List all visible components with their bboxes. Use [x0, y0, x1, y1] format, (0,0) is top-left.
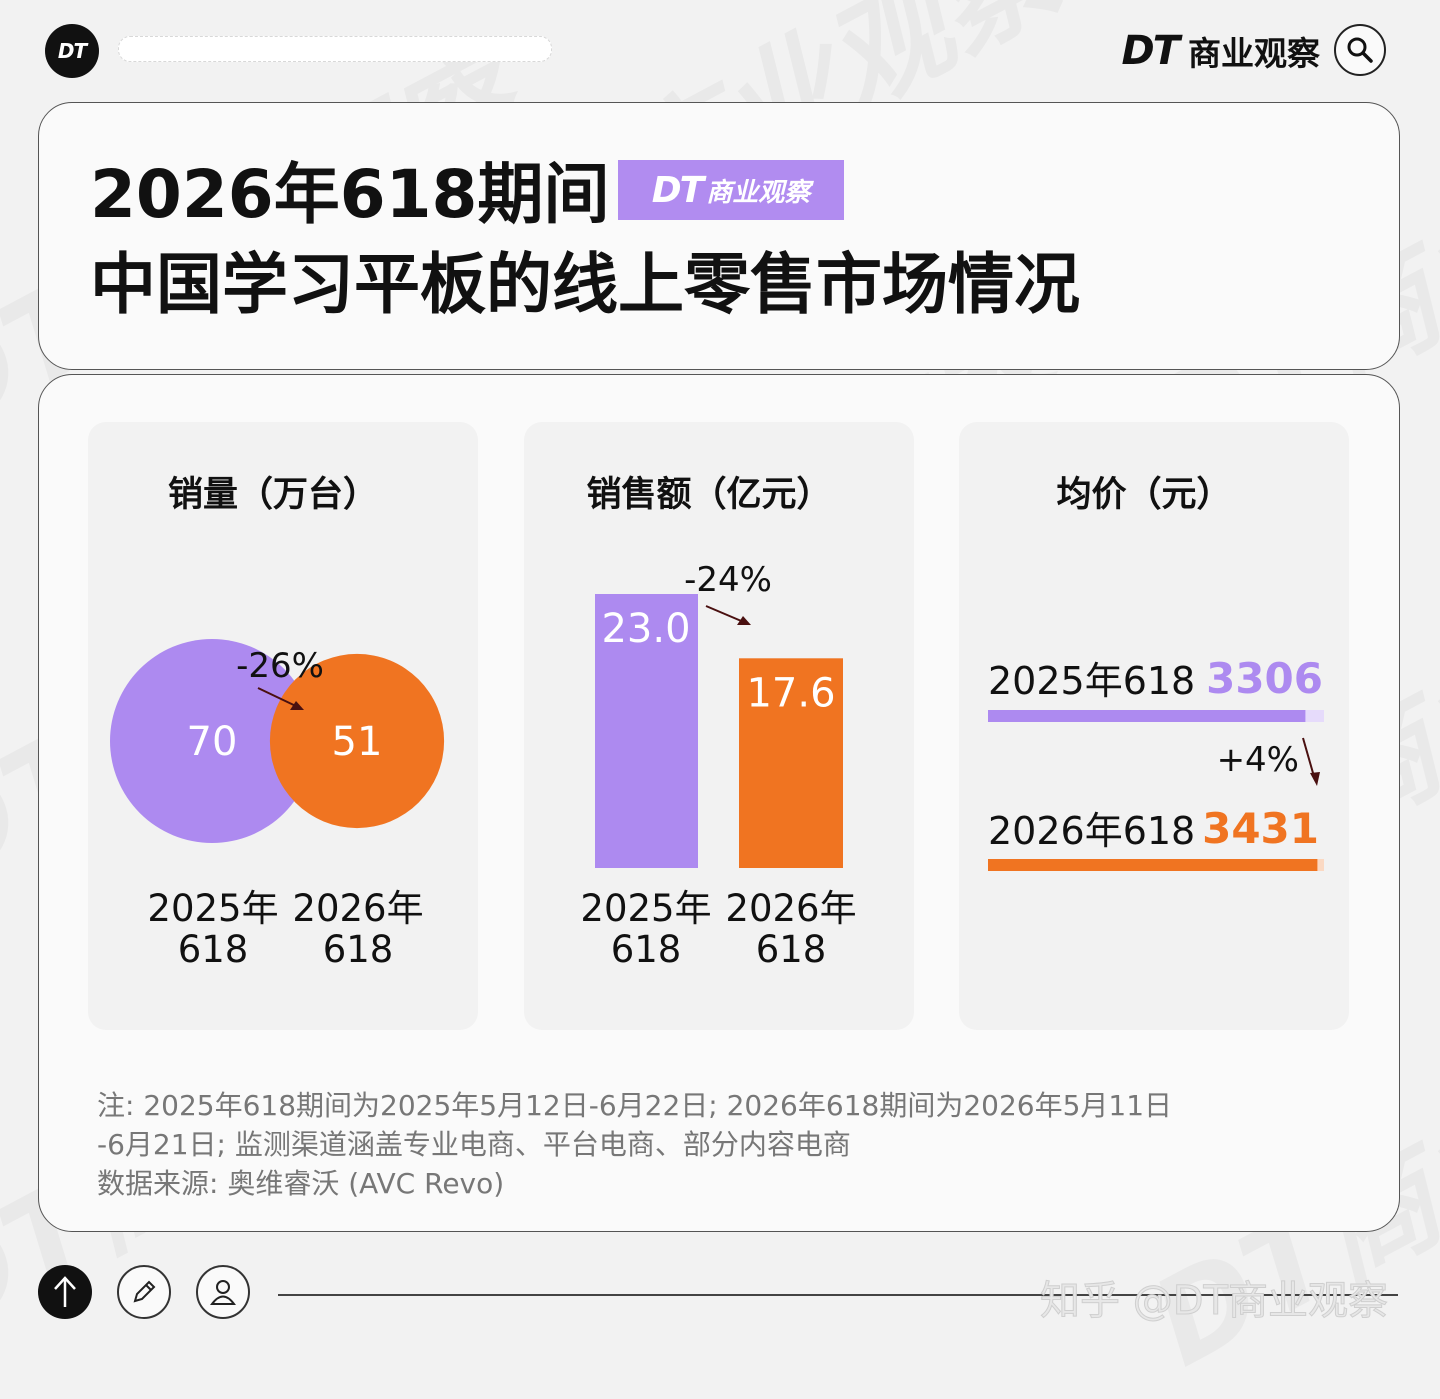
footnote-line: -6月21日; 监测渠道涵盖专业电商、平台电商、部分内容电商 — [97, 1128, 851, 1161]
bar-chart: 23.0 17.6 -24% — [595, 560, 843, 868]
badge-name: 商业观察 — [706, 177, 811, 208]
chart-title-avg-price: 均价（元） — [1056, 475, 1232, 515]
brand-header: DT 商业观察 — [1122, 28, 1321, 74]
panel-avg-price — [959, 422, 1349, 1030]
footnote-line: 注: 2025年618期间为2025年5月12日-6月22日; 2026年618… — [97, 1089, 1173, 1122]
hbar-chart: 2025年618 3306 +4% 2026年618 3431 — [988, 654, 1324, 871]
page-title-line1: 2026年618期间 — [90, 156, 610, 233]
bar-value-label: 17.6 — [746, 670, 835, 716]
back-to-top-button[interactable] — [38, 1265, 92, 1319]
search-icon — [1347, 37, 1373, 63]
arrow-head-icon — [290, 701, 304, 710]
change-label: +4% — [1217, 740, 1299, 780]
x-tick-label: 2026年 618 — [725, 887, 857, 971]
hbar-value-label: 3431 — [1202, 804, 1319, 853]
brand-logo: DT — [1121, 28, 1180, 74]
category-label: 2025年618 — [988, 659, 1195, 703]
user-icon — [210, 1280, 236, 1305]
pencil-icon — [133, 1280, 156, 1303]
chart-title-units: 销量（万台） — [167, 475, 378, 515]
footer-divider — [278, 1294, 1398, 1296]
arrow-head-icon — [1310, 772, 1320, 786]
x-tick-label: 2025年 618 — [580, 887, 712, 971]
edit-button[interactable] — [117, 1265, 171, 1319]
search-button[interactable] — [1334, 24, 1386, 76]
hbar-2026 — [988, 859, 1318, 871]
page-title-line2: 中国学习平板的线上零售市场情况 — [90, 246, 1080, 323]
change-label: -24% — [684, 560, 772, 600]
logo-icon[interactable]: DT — [45, 24, 99, 78]
category-label: 2026年618 — [988, 809, 1195, 853]
profile-button[interactable] — [196, 1265, 250, 1319]
bubble-2026 — [269, 653, 445, 829]
bar-2026 — [739, 658, 843, 868]
panel-revenue — [524, 422, 914, 1030]
arrow-head-icon — [737, 616, 751, 625]
change-label: -26% — [236, 646, 324, 686]
chart-title-revenue: 销售额（亿元） — [586, 475, 832, 515]
x-tick-label: 2026年 618 — [292, 887, 424, 971]
change-arrow — [257, 687, 301, 709]
hbar-value-label: 3306 — [1206, 654, 1323, 703]
bubble-value-label: 51 — [332, 719, 383, 765]
source-line: 数据来源: 奥维睿沃 (AVC Revo) — [97, 1167, 505, 1200]
x-tick-label: 2025年 618 — [147, 887, 279, 971]
title-badge: DT 商业观察 — [618, 160, 844, 220]
title-card — [38, 102, 1400, 370]
hbar-2025 — [988, 710, 1306, 722]
bar-2025 — [595, 594, 698, 868]
change-arrow — [705, 605, 747, 624]
bubble-chart: 70 51 -26% — [110, 639, 445, 843]
source-watermark: 知乎 @DT商业观察 — [1040, 1278, 1389, 1325]
badge-logo: DT — [651, 169, 704, 211]
footnote: 注: 2025年618期间为2025年5月12日-6月22日; 2026年618… — [97, 1086, 1172, 1203]
brand-name: 商业观察 — [1188, 34, 1320, 73]
search-bar[interactable] — [118, 36, 552, 62]
bubble-value-label: 70 — [187, 719, 238, 765]
arrow-up-icon — [54, 1276, 76, 1307]
bar-value-label: 23.0 — [601, 606, 690, 652]
